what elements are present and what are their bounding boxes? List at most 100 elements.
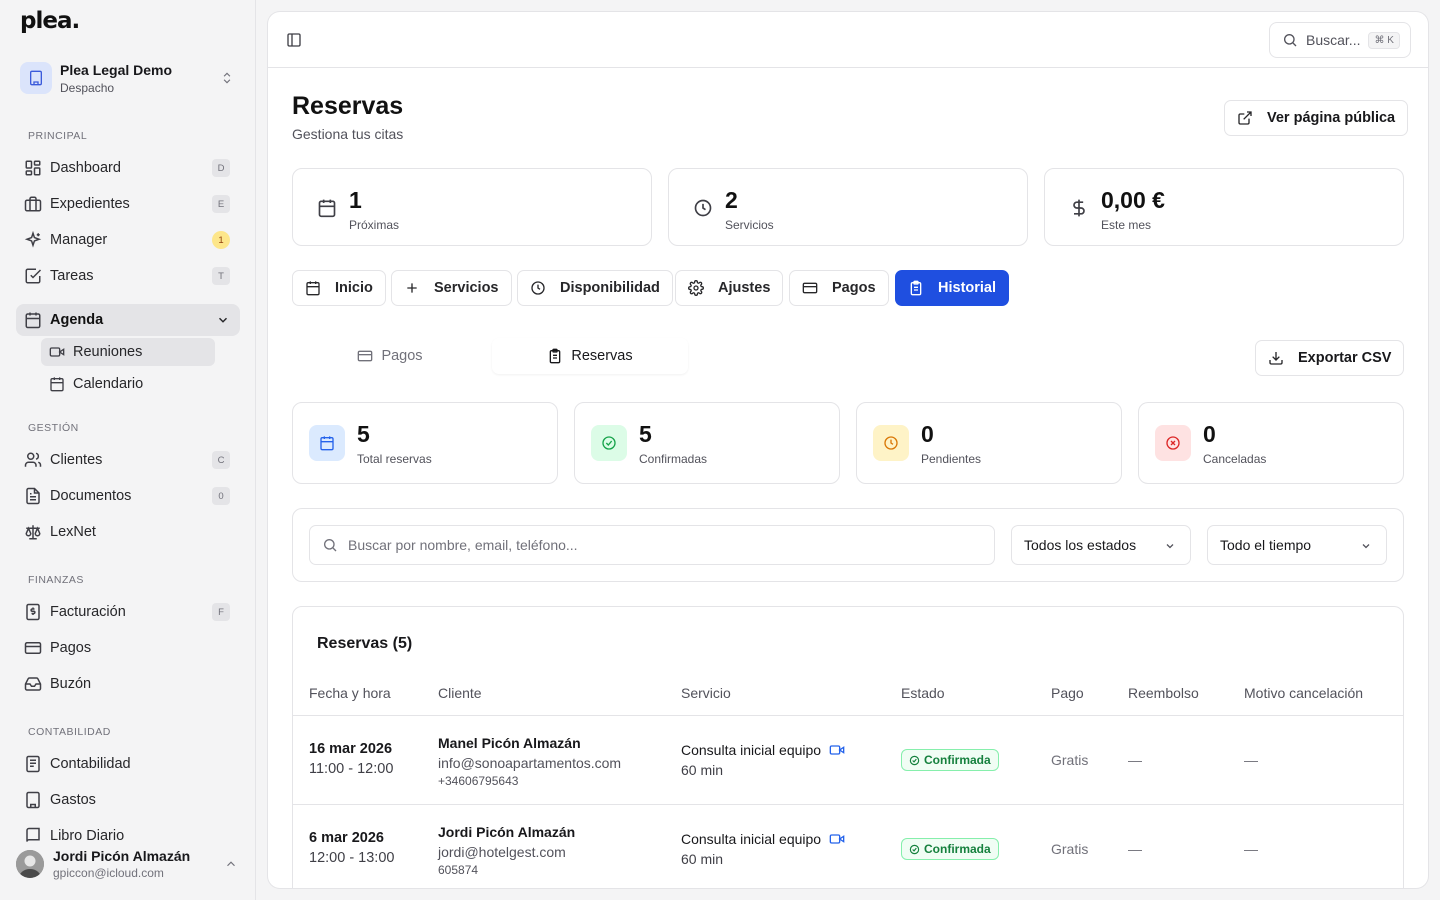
time-text: 12:00 - 13:00 — [309, 850, 395, 866]
sidebar-item-buzon[interactable]: Buzón — [16, 668, 240, 700]
book-icon — [24, 827, 42, 845]
subtab-label: Pagos — [381, 348, 423, 364]
stat-value: 0,00 € — [1101, 187, 1165, 213]
refund-cell: — — [1128, 752, 1142, 768]
sidebar-item-facturacion[interactable]: Facturación F — [16, 596, 240, 628]
clock-icon — [530, 280, 546, 296]
sidebar-item-label: Buzón — [50, 676, 92, 692]
view-public-page-button[interactable]: Ver página pública — [1224, 100, 1409, 136]
reservation-search-input[interactable]: Buscar por nombre, email, teléfono... — [309, 525, 995, 565]
tab-pagos[interactable]: Pagos — [789, 270, 889, 306]
sidebar-item-label: Tareas — [50, 268, 94, 284]
org-type: Despacho — [60, 80, 115, 95]
subtab-pagos[interactable]: Pagos — [292, 338, 488, 374]
sidebar-subitem-calendario[interactable]: Calendario — [41, 370, 215, 398]
client-email: info@sonoapartamentos.com — [438, 755, 622, 771]
tab-historial[interactable]: Historial — [895, 270, 1010, 306]
client-name: Manel Picón Almazán — [438, 735, 581, 751]
sidebar: plea. Plea Legal Demo Despacho PRINCIPAL… — [0, 0, 256, 900]
sidebar-toggle-icon[interactable] — [286, 32, 302, 48]
sidebar-item-label: Manager — [50, 232, 108, 248]
sidebar-item-gastos[interactable]: Gastos — [16, 784, 240, 816]
status-text: Confirmada — [924, 842, 991, 856]
sidebar-item-agenda[interactable]: Agenda — [16, 304, 240, 336]
sidebar-item-expedientes[interactable]: Expedientes E — [16, 188, 240, 220]
app-logo[interactable]: plea. — [20, 8, 80, 34]
date-cell: 16 mar 2026 11:00 - 12:00 — [309, 741, 393, 777]
column-header: Fecha y hora — [309, 685, 391, 701]
check-circle-icon — [909, 755, 920, 766]
subtab-reservas[interactable]: Reservas — [492, 338, 688, 374]
avatar — [16, 850, 44, 878]
sidebar-item-contabilidad[interactable]: Contabilidad — [16, 748, 240, 780]
sidebar-subitem-reuniones[interactable]: Reuniones — [41, 338, 215, 366]
export-csv-button[interactable]: Exportar CSV — [1255, 340, 1405, 376]
tab-servicios[interactable]: Servicios — [391, 270, 512, 306]
notebook-icon — [24, 755, 42, 773]
tab-disponibilidad[interactable]: Disponibilidad — [517, 270, 673, 306]
chevron-down-icon — [1164, 540, 1176, 552]
client-cell: Manel Picón Almazán info@sonoapartamento… — [438, 735, 621, 788]
clock-icon — [873, 425, 909, 461]
clock-icon — [693, 198, 713, 218]
kpi-value: 5 — [357, 421, 370, 447]
column-header: Pago — [1051, 685, 1084, 701]
tab-label: Historial — [938, 280, 997, 296]
section-finanzas: FINANZAS — [28, 574, 84, 586]
chevron-down-icon — [1360, 540, 1372, 552]
sidebar-item-lexnet[interactable]: LexNet — [16, 516, 240, 548]
calendar-icon — [309, 425, 345, 461]
check-circle-icon — [909, 844, 920, 855]
table-row[interactable]: 6 mar 2026 12:00 - 13:00 Jordi Picón Alm… — [293, 805, 1403, 888]
kpi-label: Total reservas — [357, 452, 432, 466]
top-bar: Buscar... ⌘ K — [268, 12, 1428, 68]
sidebar-item-clientes[interactable]: Clientes C — [16, 444, 240, 476]
reservations-table: Reservas (5) Fecha y hora Cliente Servic… — [292, 606, 1404, 888]
filters-card: Buscar por nombre, email, teléfono... To… — [292, 508, 1404, 582]
kpi-label: Canceladas — [1203, 452, 1267, 466]
building-icon — [24, 791, 42, 809]
sparkles-icon — [24, 231, 42, 249]
sidebar-item-pagos[interactable]: Pagos — [16, 632, 240, 664]
sidebar-item-partial[interactable]: Libro Diario — [16, 820, 240, 852]
sidebar-item-label: Gastos — [50, 792, 96, 808]
user-email: gpiccon@icloud.com — [53, 866, 164, 880]
select-value: Todo el tiempo — [1220, 537, 1312, 553]
table-row[interactable]: 16 mar 2026 11:00 - 12:00 Manel Picón Al… — [293, 716, 1403, 805]
sidebar-item-manager[interactable]: Manager 1 — [16, 224, 240, 256]
sidebar-item-documentos[interactable]: Documentos 0 — [16, 480, 240, 512]
global-search[interactable]: Buscar... ⌘ K — [1269, 22, 1411, 58]
stat-value: 1 — [349, 187, 362, 213]
sidebar-item-label: Documentos — [50, 488, 132, 504]
tab-label: Disponibilidad — [560, 280, 660, 296]
page-subtitle: Gestiona tus citas — [292, 126, 404, 142]
sidebar-item-label: Pagos — [50, 640, 92, 656]
sidebar-item-dashboard[interactable]: Dashboard D — [16, 152, 240, 184]
check-circle-icon — [591, 425, 627, 461]
user-menu[interactable]: Jordi Picón Almazán gpiccon@icloud.com — [16, 844, 246, 884]
kpi-value: 5 — [639, 421, 652, 447]
stat-card-proximas: 1 Próximas — [292, 168, 652, 246]
tab-inicio[interactable]: Inicio — [292, 270, 386, 306]
time-text: 11:00 - 12:00 — [309, 761, 394, 777]
payment-cell: Gratis — [1051, 752, 1089, 768]
org-switcher[interactable]: Plea Legal Demo Despacho — [20, 60, 240, 96]
section-contabilidad: CONTABILIDAD — [28, 726, 111, 738]
time-filter-select[interactable]: Todo el tiempo — [1207, 525, 1387, 565]
sidebar-item-tareas[interactable]: Tareas T — [16, 260, 240, 292]
users-icon — [24, 451, 42, 469]
plus-icon — [404, 280, 420, 296]
check-square-icon — [24, 267, 42, 285]
sidebar-item-label: Dashboard — [50, 160, 121, 176]
tab-ajustes[interactable]: Ajustes — [675, 270, 784, 306]
chevron-down-icon[interactable] — [216, 313, 230, 327]
building-icon — [20, 62, 52, 94]
status-filter-select[interactable]: Todos los estados — [1011, 525, 1191, 565]
calendar-icon — [24, 311, 42, 329]
client-phone: +34606795643 — [438, 774, 519, 788]
page-title: Reservas — [292, 92, 404, 120]
sidebar-item-label: Expedientes — [50, 196, 130, 212]
status-badge: Confirmada — [901, 749, 999, 771]
calendar-icon — [317, 198, 337, 218]
stat-label: Próximas — [349, 218, 400, 232]
